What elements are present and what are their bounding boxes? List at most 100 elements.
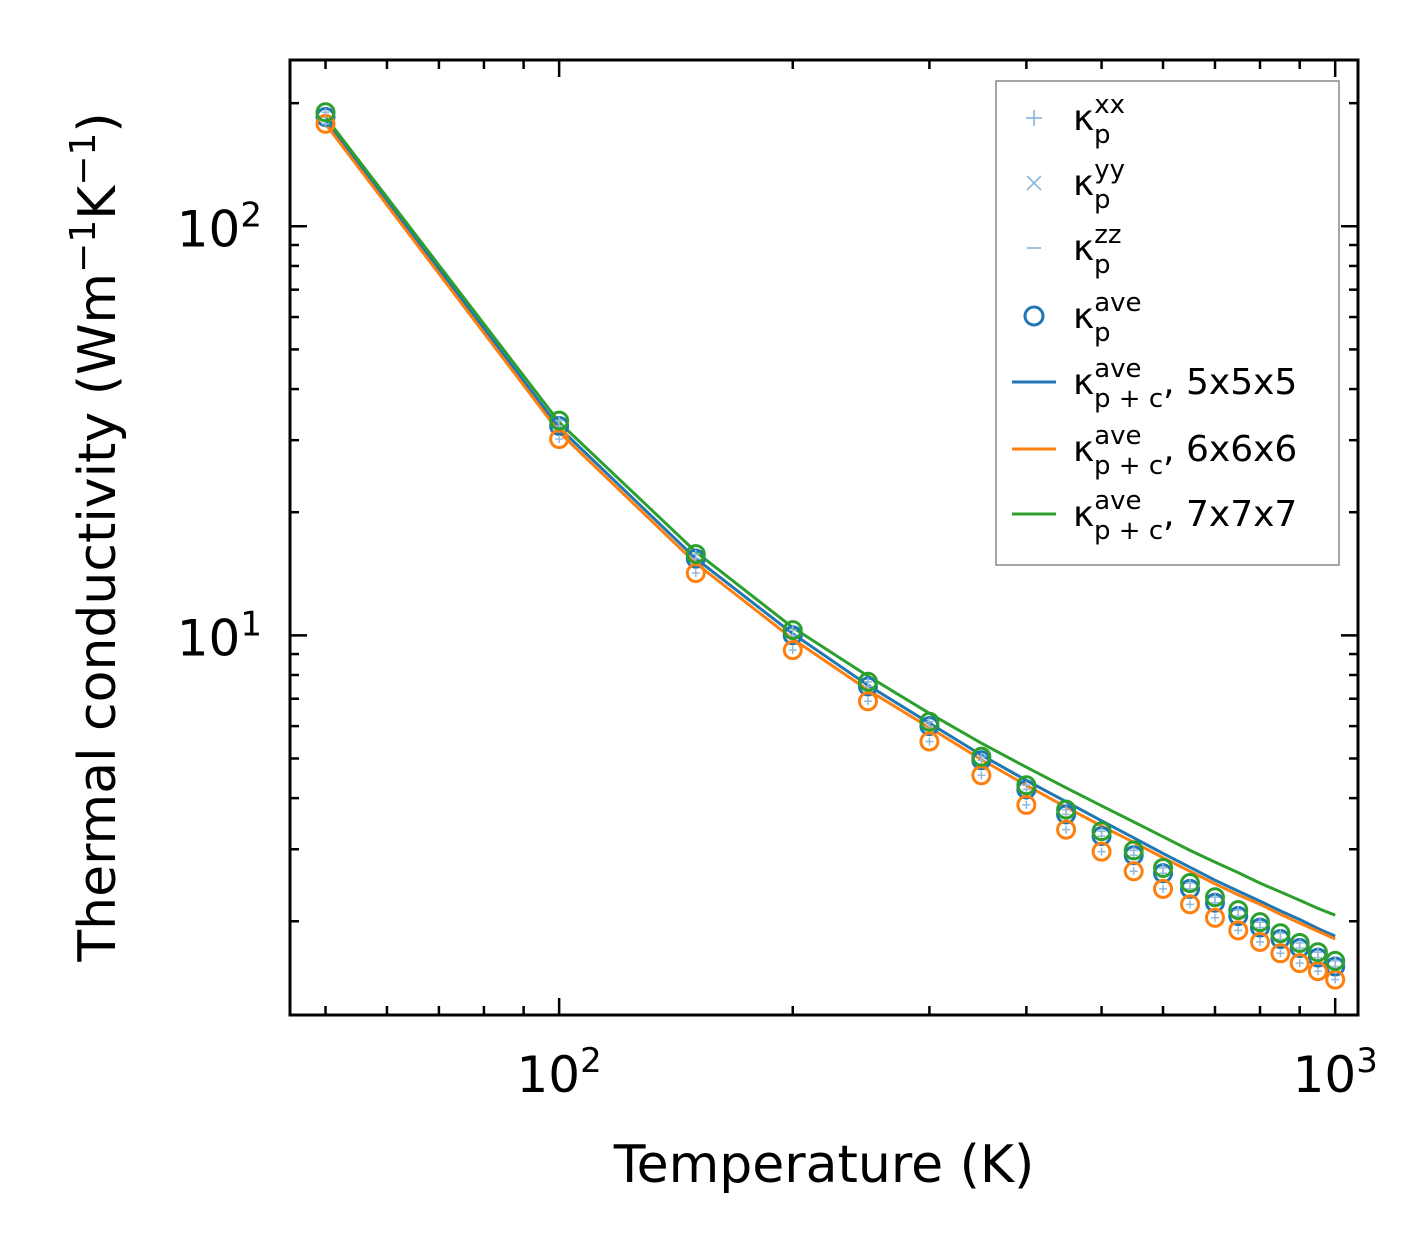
data-point-6x6x6 [1249,931,1270,952]
data-point-7x7x7 [1325,950,1346,971]
component-marker-7x7x7 [691,550,700,559]
data-point-7x7x7 [1016,775,1037,796]
data-point-7x7x7 [1270,923,1291,944]
data-point-7x7x7 [549,410,570,431]
component-marker-6x6x6 [1276,949,1285,958]
component-marker-7x7x7 [321,108,330,117]
x-axis-label: Temperature (K) [613,1135,1035,1195]
legend-label: κave p [1073,288,1142,348]
legend-label: κave p + c, 5x5x5 [1073,354,1297,414]
component-marker-6x6x6 [1022,800,1031,809]
y-tick-label: 101 [177,604,262,667]
data-point-7x7x7 [1249,912,1270,933]
legend-cross-marker [1026,175,1042,191]
component-marker-7x7x7 [1022,781,1031,790]
component-marker-7x7x7 [977,752,986,761]
data-point-6x6x6 [1204,907,1225,928]
data-point-6x6x6 [1016,794,1037,815]
component-marker-7x7x7 [1210,893,1219,902]
data-point-7x7x7 [782,620,803,641]
data-point-6x6x6 [971,765,992,786]
x-tick-label: 102 [516,1041,601,1104]
y-axis-label: Thermal conductivity (Wm−1K−1) [63,112,128,962]
data-point-7x7x7 [1123,840,1144,861]
data-point-6x6x6 [1153,878,1174,899]
data-point-6x6x6 [1180,894,1201,915]
data-point-7x7x7 [315,102,336,123]
legend-label: κave p + c, 7x7x7 [1073,486,1297,546]
series-line-κp+c ave, 6x6x6 [324,122,1336,941]
component-marker-7x7x7 [1331,956,1340,965]
legend-label: κxx p [1073,90,1125,150]
data-point-7x7x7 [1289,932,1310,953]
component-marker-7x7x7 [863,677,872,686]
component-marker-6x6x6 [863,697,872,706]
data-point-7x7x7 [1056,799,1077,820]
component-marker-7x7x7 [1234,906,1243,915]
legend-label: κave p + c, 6x6x6 [1073,421,1297,481]
data-point-6x6x6 [1228,920,1249,941]
component-marker-6x6x6 [788,646,797,655]
component-marker-7x7x7 [788,626,797,635]
data-point-7x7x7 [919,711,940,732]
component-marker-7x7x7 [1159,863,1168,872]
component-marker-7x7x7 [1276,929,1285,938]
data-point-6x6x6 [1307,961,1328,982]
component-marker-7x7x7 [1129,846,1138,855]
data-point-7x7x7 [1091,821,1112,842]
component-marker-6x6x6 [1295,959,1304,968]
component-marker-6x6x6 [1129,867,1138,876]
data-point-6x6x6 [1056,819,1077,840]
legend-plus-marker [1026,110,1042,126]
series-line-κp+c ave, 7x7x7 [324,116,1336,917]
y-tick-label: 102 [177,195,262,258]
data-point-7x7x7 [1228,900,1249,921]
component-marker-6x6x6 [1255,937,1264,946]
legend-label: κzz p [1073,220,1122,280]
component-marker-7x7x7 [1295,938,1304,947]
plot-frame [288,58,1360,1017]
component-marker-6x6x6 [1097,847,1106,856]
data-point-7x7x7 [1180,873,1201,894]
data-point-6x6x6 [857,691,878,712]
component-marker-6x6x6 [1062,825,1071,834]
x-tick-label: 103 [1293,1041,1378,1104]
component-marker-7x7x7 [1313,948,1322,957]
component-marker-6x6x6 [977,771,986,780]
component-marker-7x7x7 [1186,879,1194,888]
data-point-7x7x7 [1153,857,1174,878]
component-marker-6x6x6 [1313,967,1322,976]
component-marker-7x7x7 [555,416,564,425]
data-point-6x6x6 [1123,861,1144,882]
data-point-6x6x6 [1091,841,1112,862]
component-marker-6x6x6 [1210,913,1219,922]
component-marker-6x6x6 [691,569,700,578]
data-point-6x6x6 [919,731,940,752]
component-marker-7x7x7 [1062,805,1071,814]
data-point-6x6x6 [1325,969,1346,990]
legend-circle-marker [1023,305,1045,327]
series-line-κp+c ave, 5x5x5 [324,118,1336,938]
component-marker-6x6x6 [1186,900,1194,909]
data-point-6x6x6 [782,640,803,661]
component-marker-7x7x7 [1255,918,1264,927]
data-marks [315,102,1346,990]
component-marker-7x7x7 [1097,827,1106,836]
legend-frame [995,80,1340,566]
data-point-7x7x7 [685,544,706,565]
data-point-6x6x6 [685,563,706,584]
data-point-6x6x6 [1289,953,1310,974]
component-marker-6x6x6 [925,737,934,746]
data-point-7x7x7 [971,746,992,767]
component-marker-7x7x7 [925,717,934,726]
data-point-7x7x7 [1204,887,1225,908]
data-point-7x7x7 [1307,942,1328,963]
component-marker-6x6x6 [1331,975,1340,984]
data-point-6x6x6 [1270,943,1291,964]
legend-label: κyy p [1073,155,1125,215]
component-marker-6x6x6 [1234,926,1243,935]
component-marker-6x6x6 [555,435,564,444]
